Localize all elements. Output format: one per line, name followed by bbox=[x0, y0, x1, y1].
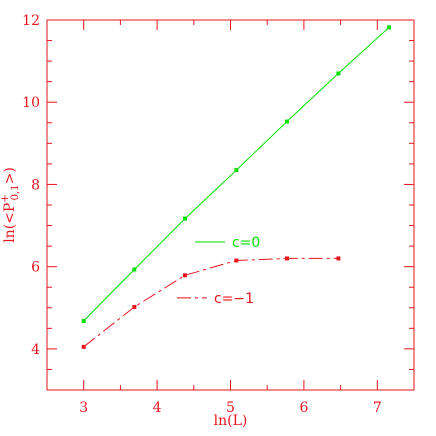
series-layer bbox=[81, 25, 392, 349]
series-line-0 bbox=[83, 27, 390, 322]
data-point bbox=[234, 258, 239, 263]
data-point bbox=[285, 256, 290, 261]
data-point bbox=[182, 216, 187, 221]
x-axis-title: ln(L) bbox=[214, 413, 248, 429]
legend-layer: c=0 c=−1 bbox=[176, 235, 260, 307]
data-point bbox=[81, 344, 86, 349]
data-point bbox=[81, 318, 86, 323]
y-tick-label: 4 bbox=[31, 342, 40, 358]
data-point bbox=[234, 168, 239, 173]
x-tick-label: 6 bbox=[299, 400, 308, 416]
y-axis-title: ln(<P+0,1>) bbox=[0, 167, 21, 243]
y-tick-label: 6 bbox=[31, 260, 40, 276]
x-tick-label: 3 bbox=[79, 400, 88, 416]
plot-frame bbox=[46, 19, 415, 391]
x-tick-label: 5 bbox=[226, 400, 235, 416]
data-point bbox=[387, 25, 392, 30]
data-point bbox=[336, 71, 341, 76]
x-tick-label: 7 bbox=[373, 400, 382, 416]
axis-ticks: 3 4 5 6 7 4 6 8 10 12 bbox=[22, 13, 415, 416]
x-tick-label: 4 bbox=[153, 400, 162, 416]
data-point bbox=[285, 119, 290, 124]
data-point bbox=[182, 273, 187, 278]
legend-label-1: c=−1 bbox=[214, 291, 254, 307]
series-line-1 bbox=[83, 257, 339, 348]
y-tick-label: 12 bbox=[22, 13, 40, 29]
legend-label-0: c=0 bbox=[232, 235, 260, 251]
y-tick-label: 10 bbox=[22, 95, 40, 111]
data-point bbox=[336, 256, 341, 261]
y-tick-label: 8 bbox=[31, 177, 40, 193]
data-point bbox=[132, 304, 137, 309]
data-point bbox=[132, 267, 137, 272]
